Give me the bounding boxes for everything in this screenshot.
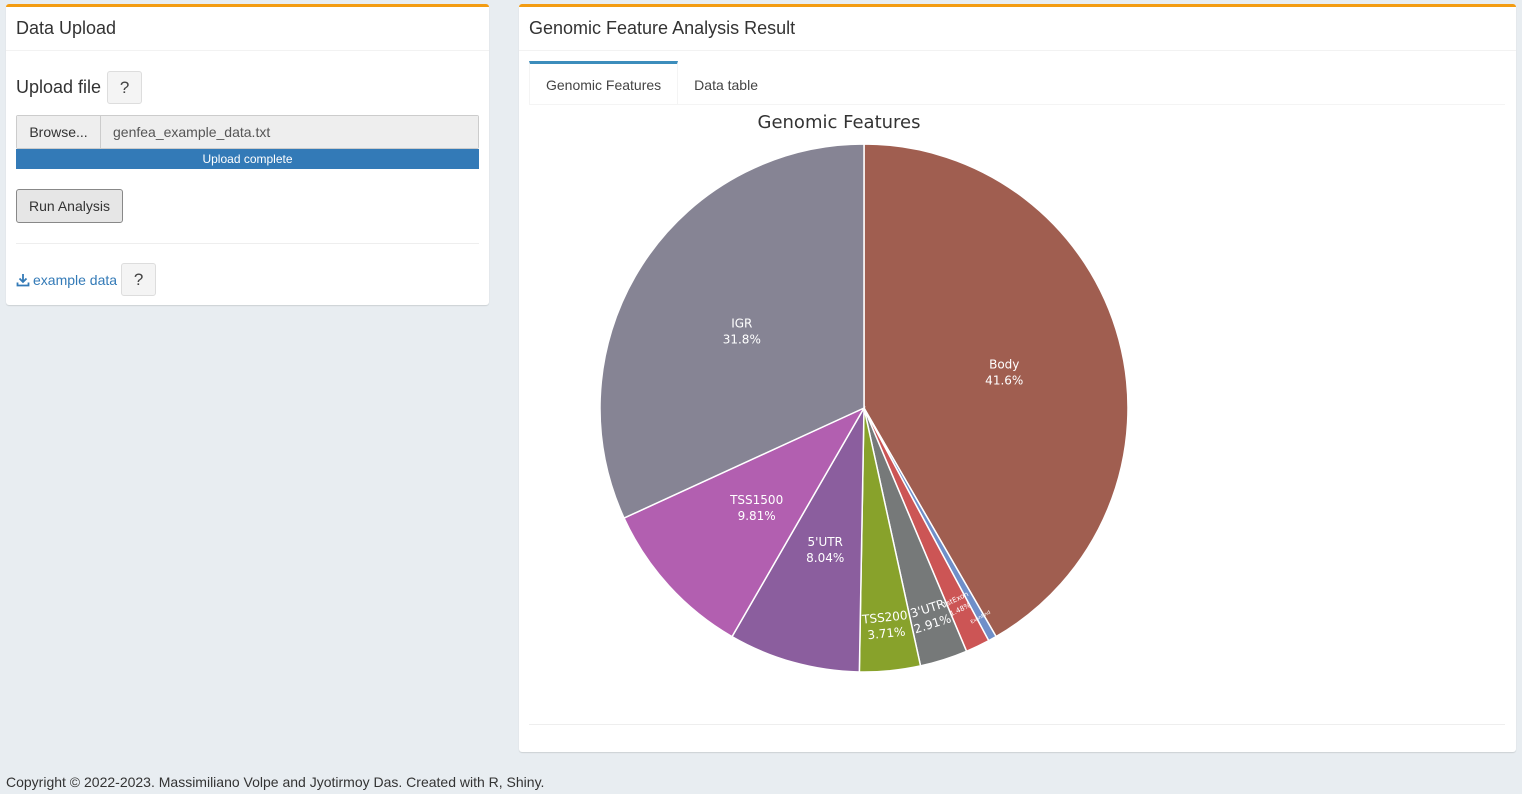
footer-copyright: Copyright © 2022-2023. Massimiliano Volp… <box>6 774 545 790</box>
tab-genomic-features[interactable]: Genomic Features <box>529 61 679 105</box>
pie-slice-label: IGR 31.8% <box>723 317 761 347</box>
pie-slice-5utr <box>730 405 865 673</box>
pie-label-name: TSS200 <box>861 608 909 627</box>
file-name-field: genfea_example_data.txt <box>101 116 478 148</box>
pie-label-value: 31.8% <box>723 333 761 347</box>
run-analysis-button[interactable]: Run Analysis <box>16 189 123 223</box>
pie-label-name: 5'UTR <box>807 535 842 549</box>
example-data-link[interactable]: example data <box>16 272 117 288</box>
pie-label-value: 8.04% <box>806 551 844 565</box>
pie-label-name: IGR <box>731 317 752 331</box>
chart-title: Genomic Features <box>758 112 921 133</box>
genomic-features-pie-chart: Genomic Features Body41.6%ExonBnd1stExon… <box>599 112 1129 673</box>
example-data-label: example data <box>33 271 118 288</box>
pie-slice-igr <box>599 143 865 520</box>
upload-panel-title: Data Upload <box>6 7 489 51</box>
divider <box>529 724 1505 725</box>
pie-slice-label: TSS1500 9.81% <box>729 493 783 523</box>
browse-button[interactable]: Browse... <box>17 116 101 148</box>
pie-slice-label: 5'UTR 8.04% <box>806 535 844 565</box>
pie-label-value: 9.81% <box>738 509 776 523</box>
pie-label-name: Body <box>989 357 1019 371</box>
tab-data-table[interactable]: Data table <box>694 76 758 93</box>
pie-label-value: 41.6% <box>985 373 1023 387</box>
data-upload-panel: Data Upload Upload file ? Browse... genf… <box>6 4 489 305</box>
pie-slice-body <box>863 143 1129 638</box>
upload-file-label: Upload file <box>16 77 102 97</box>
example-help-button[interactable]: ? <box>121 263 157 296</box>
result-panel-title: Genomic Feature Analysis Result <box>519 7 1516 51</box>
analysis-result-panel: Genomic Feature Analysis Result Genomic … <box>519 4 1516 752</box>
divider <box>16 243 479 244</box>
pie-label-value: 3.71% <box>867 625 906 643</box>
upload-help-button[interactable]: ? <box>107 71 143 104</box>
pie-slice-tss1500 <box>623 406 866 638</box>
download-icon <box>16 273 30 286</box>
pie-label-name: TSS1500 <box>729 493 783 507</box>
result-tabs: Genomic Features Data table <box>529 61 1505 105</box>
example-data-row: example data ? <box>16 263 157 296</box>
file-input[interactable]: Browse... genfea_example_data.txt <box>16 115 479 149</box>
upload-progress-bar: Upload complete <box>16 149 479 169</box>
upload-file-row: Upload file ? <box>16 71 143 104</box>
pie-slice-label: Body 41.6% <box>985 357 1023 387</box>
upload-progress-fill: Upload complete <box>16 149 479 169</box>
